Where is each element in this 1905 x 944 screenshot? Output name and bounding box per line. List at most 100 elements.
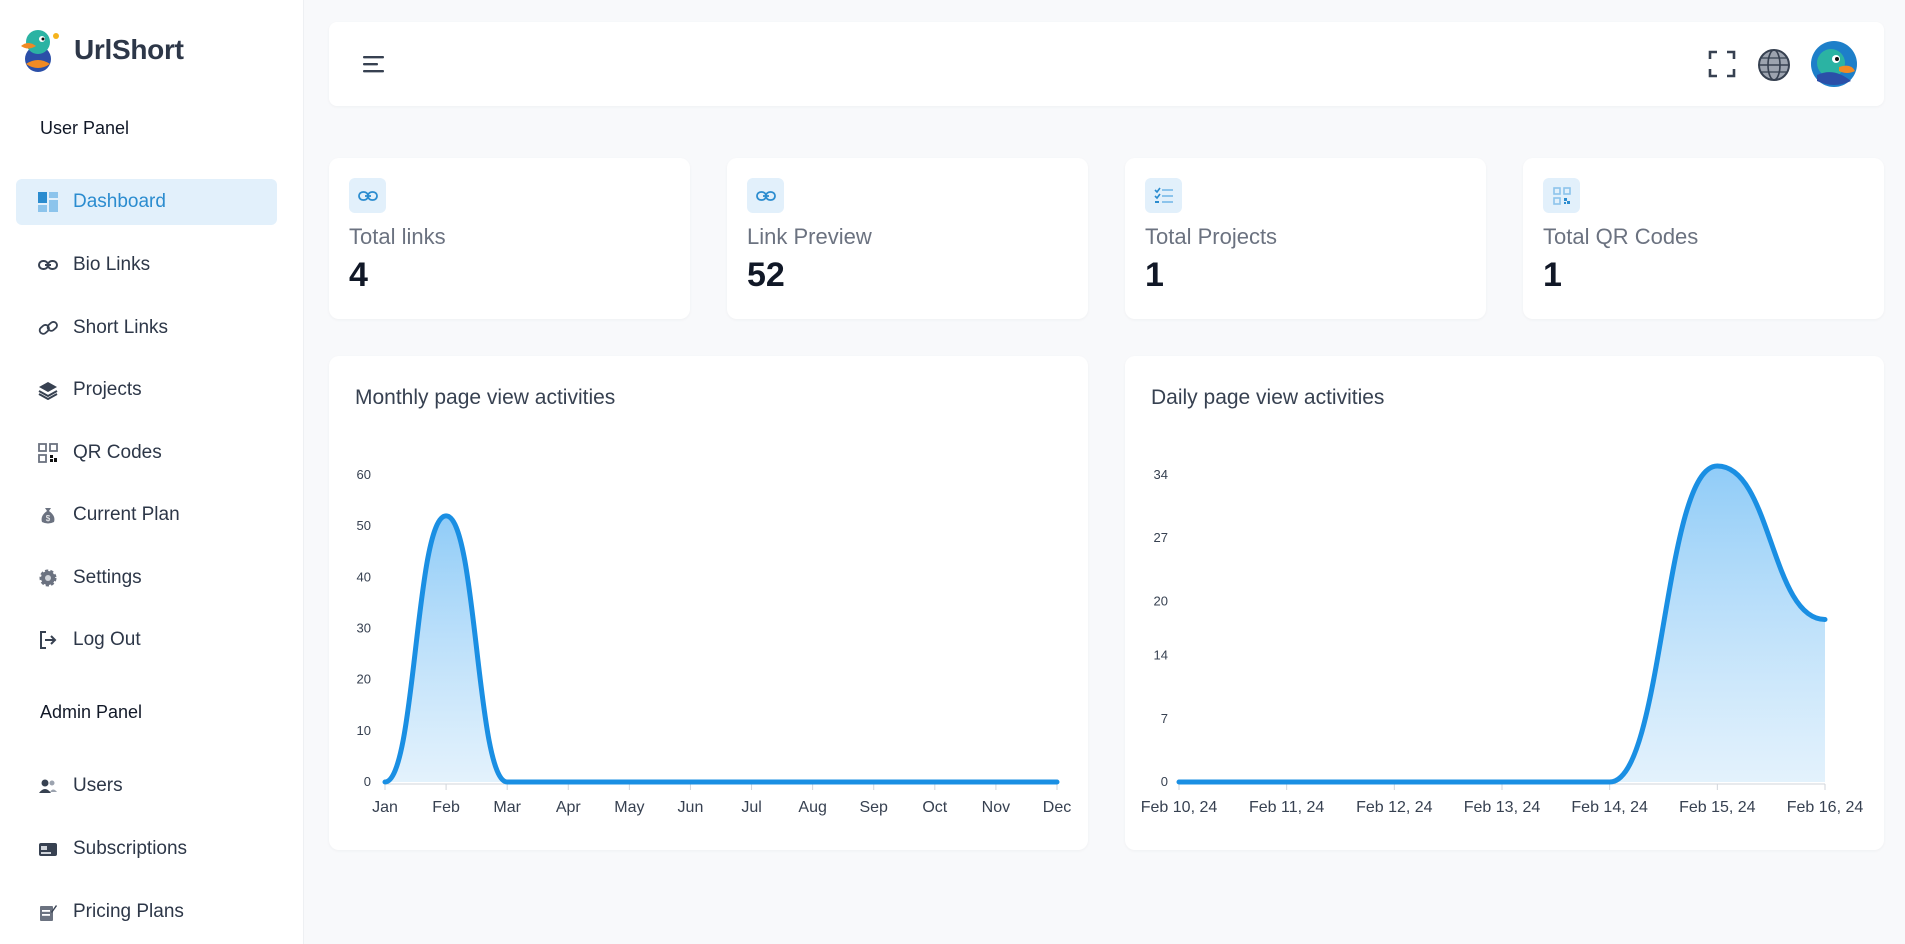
stat-label: Total Projects — [1145, 224, 1278, 249]
x-tick-label: Feb — [432, 799, 460, 816]
pricing-icon — [38, 902, 58, 922]
hamburger-icon — [363, 56, 384, 73]
series-area — [1179, 465, 1825, 782]
x-tick-label: Jan — [372, 799, 398, 816]
qr-code-icon — [38, 443, 58, 463]
layers-icon — [38, 380, 58, 400]
x-tick-label: Mar — [493, 799, 521, 816]
sidebar-item-label: Short Links — [73, 317, 169, 338]
y-tick-label: 0 — [364, 774, 371, 789]
sidebar-item-label: Current Plan — [73, 504, 180, 525]
y-tick-label: 30 — [357, 621, 371, 636]
x-tick-label: Aug — [798, 799, 826, 816]
monthly-chart-card: Monthly page view activities 0 10 20 30 40 50… — [329, 356, 1088, 850]
y-tick-label: 14 — [1154, 648, 1168, 663]
x-tick-label: Feb 15, 24 — [1679, 799, 1756, 816]
stat-label: Total links — [349, 224, 446, 249]
stat-card-total-qr-codes: Total QR Codes 1 — [1523, 158, 1884, 319]
sidebar-item-bio-links[interactable]: Bio Links — [16, 242, 277, 288]
stat-value: 1 — [1145, 256, 1164, 294]
duck-logo-icon — [21, 30, 59, 72]
x-tick-label: Feb 14, 24 — [1571, 799, 1648, 816]
y-tick-label: 34 — [1154, 467, 1168, 482]
y-tick-label: 60 — [357, 467, 371, 482]
x-tick-label: Jun — [678, 799, 704, 816]
x-tick-label: Feb 16, 24 — [1787, 799, 1864, 816]
sidebar-item-short-links[interactable]: Short Links — [16, 305, 277, 351]
money-bag-icon: $ — [38, 505, 58, 525]
sidebar-item-label: Settings — [73, 567, 142, 588]
x-tick-label: Jul — [741, 799, 761, 816]
gear-icon — [38, 568, 58, 588]
stat-value: 4 — [349, 256, 368, 294]
stat-value: 1 — [1543, 256, 1562, 294]
x-tick-label: Feb 12, 24 — [1356, 799, 1433, 816]
fullscreen-icon — [1708, 50, 1736, 78]
x-tick-label: Apr — [556, 799, 582, 816]
link-icon — [349, 178, 386, 213]
sidebar-item-qr-codes[interactable]: QR Codes — [16, 430, 277, 476]
daily-page-view-chart: 0 7 14 20 27 34 Feb 10, 24 Feb 11, 24 Feb 12, 24… — [1141, 463, 1864, 816]
card-icon — [38, 839, 58, 859]
chart-title: Monthly page view activities — [355, 386, 616, 409]
sidebar-item-projects[interactable]: Projects — [16, 367, 277, 413]
x-tick-label: Feb 13, 24 — [1464, 799, 1541, 816]
brand-name: UrlShort — [74, 34, 184, 65]
sidebar-item-label: Subscriptions — [73, 838, 188, 859]
series-area — [385, 515, 1057, 782]
sidebar-item-dashboard[interactable]: Dashboard — [16, 179, 277, 225]
avatar-icon — [1811, 41, 1857, 87]
link-icon — [747, 178, 784, 213]
brand[interactable]: UrlShort — [16, 26, 184, 74]
user-avatar[interactable] — [1811, 41, 1857, 87]
sidebar-item-label: Pricing Plans — [73, 901, 184, 922]
sidebar-item-current-plan[interactable]: $ Current Plan — [16, 492, 277, 538]
logout-icon — [38, 630, 58, 650]
stat-card-link-preview: Link Preview 52 — [727, 158, 1088, 319]
sidebar-item-label: Projects — [73, 379, 142, 400]
link-icon — [38, 255, 58, 275]
qr-code-icon — [1543, 178, 1580, 213]
fullscreen-button[interactable] — [1708, 50, 1736, 78]
stat-card-total-projects: Total Projects 1 — [1125, 158, 1486, 319]
sidebar-item-label: Bio Links — [73, 254, 151, 275]
y-tick-label: 20 — [1154, 593, 1168, 608]
user-panel-label: User Panel — [40, 118, 130, 138]
y-tick-label: 27 — [1154, 530, 1168, 545]
series-line — [382, 513, 1060, 785]
x-tick-label: May — [614, 799, 644, 816]
menu-toggle-button[interactable] — [363, 54, 385, 74]
x-tick-label: Feb 10, 24 — [1141, 799, 1218, 816]
x-tick-label: Nov — [982, 799, 1010, 816]
series-line — [1176, 463, 1828, 785]
dashboard-icon — [38, 192, 58, 212]
y-tick-label: 7 — [1161, 711, 1168, 726]
x-tick-label: Sep — [859, 799, 888, 816]
y-tick-label: 20 — [357, 672, 371, 687]
globe-icon — [1758, 49, 1790, 81]
stat-value: 52 — [747, 256, 785, 294]
sidebar-item-label: Log Out — [73, 629, 141, 650]
x-tick-label: Feb 11, 24 — [1249, 799, 1324, 816]
checklist-icon — [1145, 178, 1182, 213]
users-icon — [38, 776, 58, 796]
sidebar-item-settings[interactable]: Settings — [16, 555, 277, 601]
x-tick-label: Dec — [1043, 799, 1071, 816]
admin-panel-label: Admin Panel — [40, 702, 143, 722]
stat-card-total-links: Total links 4 — [329, 158, 690, 319]
sidebar-item-users[interactable]: Users — [16, 763, 277, 809]
y-tick-label: 0 — [1161, 774, 1168, 789]
daily-chart-card: Daily page view activities 0 7 14 20 27 34 Feb… — [1125, 356, 1884, 850]
x-tick-label: Oct — [922, 799, 947, 816]
sidebar-item-label: QR Codes — [73, 442, 162, 463]
top-bar — [329, 22, 1884, 106]
language-button[interactable] — [1757, 48, 1791, 82]
sidebar-item-subscriptions[interactable]: Subscriptions — [16, 826, 277, 872]
sidebar: UrlShort User Panel Dashboard Bio Links … — [0, 0, 304, 944]
y-tick-label: 50 — [357, 518, 371, 533]
sidebar-item-log-out[interactable]: Log Out — [16, 617, 277, 663]
svg-text:$: $ — [46, 514, 51, 523]
sidebar-item-label: Dashboard — [73, 191, 166, 212]
sidebar-item-label: Users — [73, 775, 123, 796]
sidebar-item-pricing-plans[interactable]: Pricing Plans — [16, 889, 277, 935]
